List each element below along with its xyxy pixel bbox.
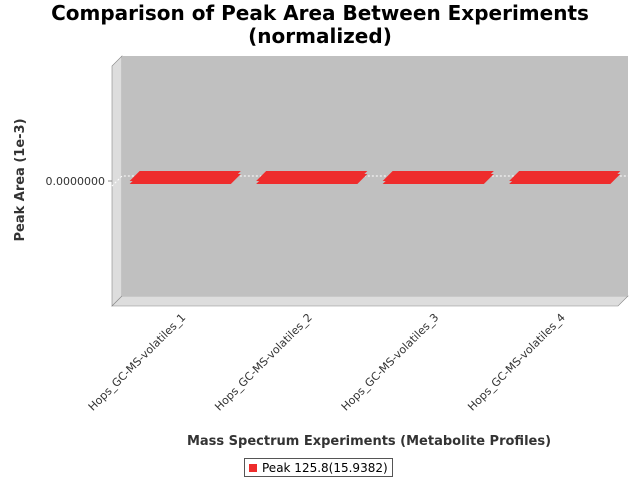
x-tick-label: Hops_GC-MS-volatiles_4	[465, 311, 568, 414]
chart-title: Comparison of Peak Area Between Experime…	[0, 2, 640, 48]
legend-swatch	[249, 463, 257, 472]
x-tick-label: Hops_GC-MS-volatiles_3	[339, 311, 442, 414]
x-axis-title: Mass Spectrum Experiments (Metabolite Pr…	[187, 434, 551, 449]
y-tick-label: 0.0000000	[46, 175, 106, 188]
bar-top	[129, 171, 241, 181]
bar-top	[256, 171, 368, 181]
legend-label: Peak 125.8(15.9382)	[262, 460, 388, 475]
x-tick-label: Hops_GC-MS-volatiles_1	[86, 311, 189, 414]
plot-floor	[111, 295, 629, 307]
y-axis: 0.0000000	[46, 175, 112, 188]
x-axis: Hops_GC-MS-volatiles_1 Hops_GC-MS-volatil…	[86, 311, 568, 414]
chart-title-line-2: (normalized)	[248, 24, 392, 48]
y-gridline	[111, 175, 628, 187]
x-tick-label: Hops_GC-MS-volatiles_2	[212, 311, 315, 414]
bars	[129, 171, 621, 184]
legend: Peak 125.8(15.9382)	[244, 458, 393, 477]
gridlines	[111, 175, 628, 187]
y-axis-title: Peak Area (1e-3)	[13, 118, 28, 241]
bar-top	[509, 171, 621, 181]
bar-top	[382, 171, 494, 181]
chart-title-line-1: Comparison of Peak Area Between Experime…	[51, 1, 589, 25]
plot-left-wall	[111, 55, 123, 307]
